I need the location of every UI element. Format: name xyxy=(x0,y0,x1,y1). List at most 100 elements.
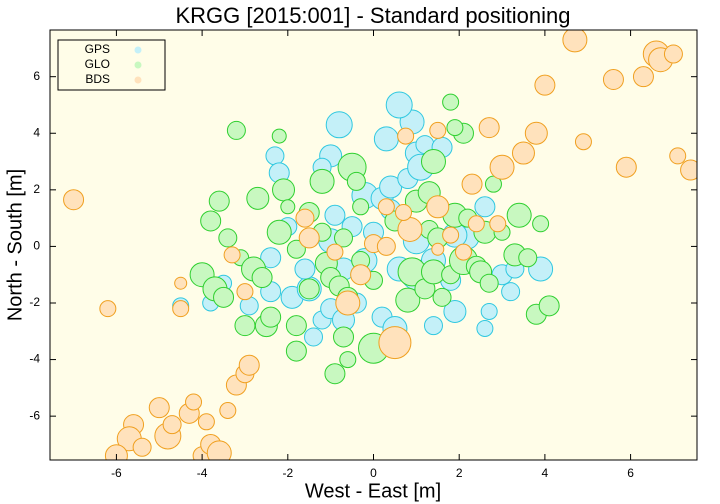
bubble xyxy=(324,204,346,226)
bubble xyxy=(148,397,170,419)
bubble xyxy=(260,306,282,328)
bubble xyxy=(280,199,296,215)
x-tick-label: -4 xyxy=(197,466,208,480)
bubble xyxy=(335,290,361,316)
bubble xyxy=(298,278,320,300)
bubble xyxy=(226,120,246,140)
bubble xyxy=(132,437,152,457)
x-tick-label: 2 xyxy=(456,466,463,480)
y-tick-label: 4 xyxy=(33,125,40,139)
bubble xyxy=(506,202,532,228)
bubble xyxy=(238,354,260,376)
bubble xyxy=(373,126,399,152)
bubble xyxy=(295,208,315,228)
y-tick-label: 6 xyxy=(33,69,40,83)
bubble xyxy=(333,326,355,348)
bubble xyxy=(432,287,452,307)
bubble xyxy=(271,128,287,144)
bubble xyxy=(511,141,535,165)
bubble xyxy=(501,282,521,302)
bubble xyxy=(474,196,496,218)
bubble xyxy=(350,264,372,286)
bubble xyxy=(423,316,443,336)
bubble xyxy=(538,295,560,317)
bubble xyxy=(304,327,324,347)
x-tick-label: 6 xyxy=(627,466,634,480)
bubble xyxy=(260,247,282,269)
bubble xyxy=(442,226,460,244)
bubble xyxy=(602,69,624,91)
bubble xyxy=(394,203,412,221)
bubble xyxy=(162,415,182,435)
bubble xyxy=(377,198,395,216)
bubble xyxy=(562,30,588,53)
bubble xyxy=(309,168,335,194)
legend-label: GPS xyxy=(85,42,110,56)
bubble xyxy=(395,287,421,313)
bubble xyxy=(265,146,285,166)
bubbles xyxy=(63,30,697,460)
bubble xyxy=(346,171,366,191)
chart-title: KRGG [2015:001] - Standard positioning xyxy=(175,3,570,28)
bubble xyxy=(206,440,232,460)
bubble xyxy=(298,227,320,249)
bubble xyxy=(251,267,273,289)
bubble xyxy=(476,319,494,337)
bubble xyxy=(518,248,538,268)
bubble xyxy=(480,302,498,320)
bubble xyxy=(294,258,316,280)
y-tick-label: -4 xyxy=(29,352,40,366)
bubble xyxy=(524,121,548,145)
bubble xyxy=(669,147,687,165)
bubble xyxy=(219,401,237,419)
bubble xyxy=(467,215,485,233)
bubble xyxy=(213,286,235,308)
bubble xyxy=(615,156,637,178)
bubble xyxy=(420,149,446,175)
bubble xyxy=(285,340,307,362)
legend-swatch xyxy=(134,46,142,54)
legend-label: GLO xyxy=(85,57,110,71)
bubble xyxy=(680,159,697,181)
bubble xyxy=(479,273,499,293)
bubble xyxy=(574,133,592,151)
bubble xyxy=(197,413,215,431)
y-axis-label: North - South [m] xyxy=(4,169,26,321)
bubble xyxy=(397,127,415,145)
bubble xyxy=(376,236,396,256)
bubble xyxy=(285,315,307,337)
bubble xyxy=(234,315,256,337)
y-tick-label: -2 xyxy=(29,295,40,309)
bubble xyxy=(478,117,500,139)
bubble xyxy=(385,91,413,119)
legend-box xyxy=(57,39,166,91)
bubble xyxy=(223,246,241,264)
bubble xyxy=(429,121,447,139)
bubble xyxy=(266,219,292,245)
x-tick-label: 4 xyxy=(542,466,549,480)
bubble xyxy=(397,216,423,242)
legend-swatch xyxy=(134,76,142,84)
bubble xyxy=(339,351,357,369)
x-axis-label: West - East [m] xyxy=(305,480,441,502)
bubble xyxy=(378,326,412,360)
bubble xyxy=(431,242,445,256)
bubble xyxy=(246,186,270,210)
legend-swatch xyxy=(134,61,142,69)
bubble xyxy=(443,299,467,323)
y-tick-label: 2 xyxy=(33,182,40,196)
bubble xyxy=(632,66,654,88)
y-tick-label: -6 xyxy=(29,408,40,422)
bubble xyxy=(324,363,346,385)
bubble xyxy=(286,239,306,259)
bubble xyxy=(63,189,85,211)
bubble xyxy=(334,228,354,248)
bubble xyxy=(208,190,230,212)
bubble xyxy=(99,300,117,318)
bubble xyxy=(446,119,464,137)
bubble xyxy=(104,444,128,460)
bubble xyxy=(489,154,515,180)
bubble xyxy=(272,178,296,202)
